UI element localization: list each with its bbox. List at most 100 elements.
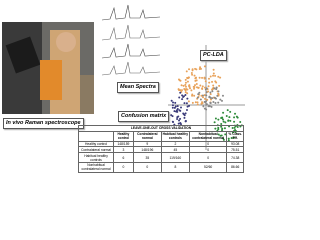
decor-point	[190, 89, 193, 92]
decor-point	[220, 99, 223, 102]
decor-point	[214, 80, 217, 83]
decor-point	[209, 101, 212, 104]
decor-point	[185, 102, 188, 105]
decor-point	[191, 101, 194, 104]
decor-point	[184, 83, 187, 86]
decor-point	[180, 84, 183, 87]
mean-spectra	[100, 2, 164, 80]
decor-point	[191, 68, 194, 71]
decor-point	[186, 105, 189, 108]
decor-point	[226, 109, 229, 112]
decor-point	[176, 105, 179, 108]
decor-point	[219, 76, 222, 79]
decor-point	[229, 110, 232, 113]
decor-point	[188, 68, 191, 71]
decor-point	[209, 96, 212, 99]
decor-point	[213, 96, 216, 99]
decor-point	[187, 76, 190, 79]
decor-point	[187, 100, 190, 103]
decor-point	[209, 75, 212, 78]
decor-point	[198, 76, 201, 79]
decor-point	[209, 93, 212, 96]
decor-point	[198, 91, 201, 94]
decor-point	[185, 109, 188, 112]
decor-point	[193, 74, 196, 77]
decor-point	[174, 105, 177, 108]
decor-point	[203, 65, 206, 68]
decor-point	[221, 116, 224, 119]
decor-point	[172, 121, 175, 124]
decor-point	[207, 77, 210, 80]
decor-point	[195, 86, 198, 89]
decor-point	[239, 120, 242, 123]
illustrations	[2, 2, 245, 150]
decor-point	[186, 76, 189, 79]
decor-point	[186, 80, 189, 83]
decor-point	[209, 91, 212, 94]
decor-point	[194, 79, 197, 82]
decor-point	[183, 88, 186, 91]
decor-point	[213, 87, 216, 90]
decor-point	[206, 98, 209, 101]
header-row: Healthy control Contralateral normal Habit…	[77, 130, 244, 142]
decor-point	[191, 73, 194, 76]
decor-point	[184, 93, 187, 96]
decor-point	[202, 105, 205, 108]
decor-point	[215, 88, 218, 91]
decor-point	[183, 114, 186, 117]
spectroscope-label: In vivo Raman spectroscope	[3, 118, 84, 129]
decor-point	[196, 96, 199, 99]
decor-point	[212, 72, 215, 75]
decor-point	[200, 94, 203, 97]
decor-point	[186, 92, 189, 95]
decor-point	[188, 84, 191, 87]
table-row: Nonhabitual contralateral normal 0 0 8 52/60…	[77, 161, 244, 173]
decor-point	[179, 117, 182, 120]
decor-point	[194, 101, 197, 104]
decor-point	[205, 94, 208, 97]
spectra-label: Mean Spectra	[117, 82, 159, 93]
row-label: Nonhabitual contralateral normal	[77, 161, 115, 173]
decor-point	[182, 96, 185, 99]
decor-point	[184, 112, 187, 115]
table-row: Habitual healthy controls 6 35 119/160 0 74.3…	[77, 152, 244, 163]
decor-point	[222, 111, 225, 114]
pclda-label: PC-LDA	[200, 50, 227, 61]
decor-point	[196, 103, 199, 106]
decor-point	[221, 94, 224, 97]
decor-point	[218, 84, 221, 87]
row-label: Habitual healthy controls	[77, 152, 115, 163]
decor-point	[217, 101, 220, 104]
decor-point	[234, 112, 237, 115]
decor-point	[183, 102, 186, 105]
decor-point	[184, 91, 187, 94]
decor-point	[171, 104, 174, 107]
decor-point	[215, 86, 218, 89]
decor-point	[191, 94, 194, 97]
decor-point	[203, 94, 206, 97]
decor-point	[213, 121, 216, 124]
decor-point	[229, 119, 232, 122]
header-cell: % Class. Eff.	[226, 130, 244, 142]
cell: 52/60	[188, 161, 228, 173]
decor-point	[193, 94, 196, 97]
decor-point	[205, 103, 208, 106]
decor-point	[188, 104, 191, 107]
header-cell: Healthy control	[113, 130, 134, 142]
decor-point	[177, 122, 180, 125]
decor-point	[214, 117, 217, 120]
decor-point	[181, 94, 184, 97]
decor-point	[228, 116, 231, 119]
decor-point	[216, 94, 219, 97]
decor-point	[172, 101, 175, 104]
decor-point	[204, 80, 207, 83]
decor-point	[220, 123, 223, 126]
decor-point	[201, 101, 204, 104]
decor-point	[184, 85, 187, 88]
decor-point	[217, 118, 220, 121]
decor-point	[201, 96, 204, 99]
cell: 119/160	[160, 152, 190, 163]
decor-point	[183, 116, 186, 119]
cell: 35	[132, 152, 162, 163]
decor-point	[203, 107, 206, 110]
